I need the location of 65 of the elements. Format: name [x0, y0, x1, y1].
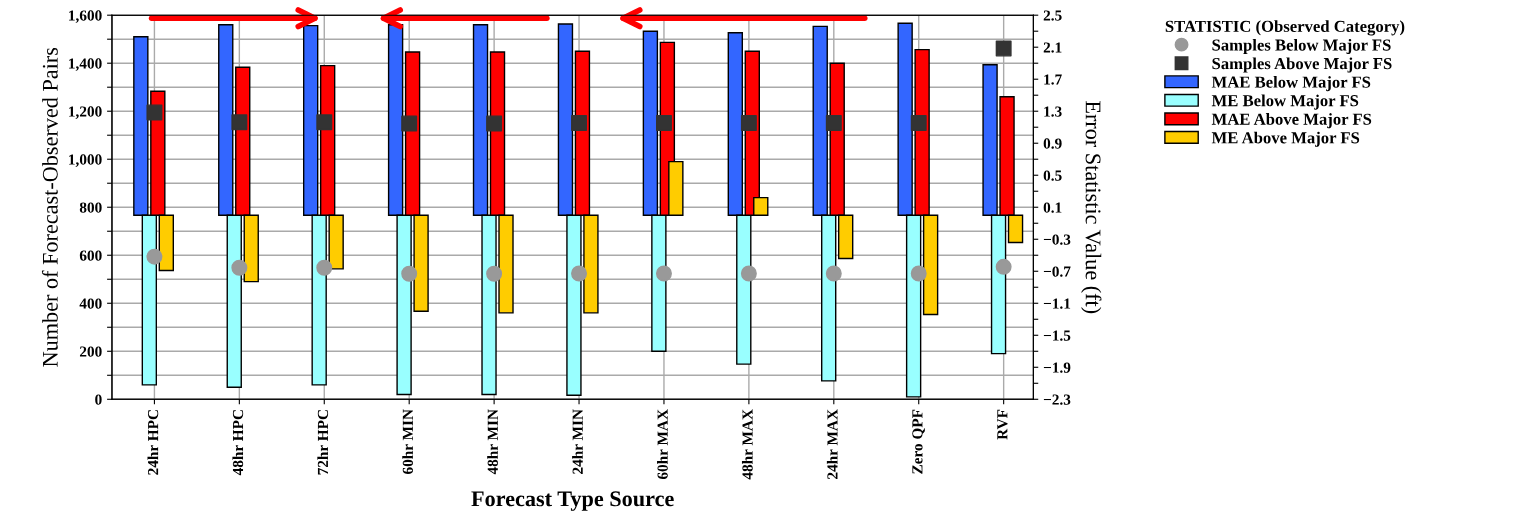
- y-tick-label: 1,600: [69, 10, 102, 23]
- point: [740, 265, 757, 282]
- legend-label: Samples Below Major FS: [1212, 38, 1391, 55]
- x-axis-title: Forecast Type Source: [471, 491, 674, 511]
- x-tick-label: 60hr MIN: [402, 409, 414, 474]
- legend-title: STATISTIC (Observed Category): [1165, 20, 1405, 36]
- point: [740, 115, 757, 131]
- point: [316, 114, 333, 131]
- y-tick-label: 800: [79, 202, 102, 213]
- y-tick-label: 1,000: [69, 154, 102, 167]
- y2-axis-title: Error Statistic Value (ft): [1081, 101, 1102, 314]
- y-tick-label: 600: [79, 250, 102, 261]
- y2-tick-label: 2.1: [1043, 42, 1062, 53]
- y2-tick-label: 0.9: [1043, 138, 1062, 149]
- y-tick-label: 0: [95, 394, 102, 405]
- y-axis-title: Number of Forecast-Observed Pairs: [41, 47, 58, 367]
- point: [231, 259, 248, 276]
- y-tick-label: 200: [79, 346, 102, 357]
- legend-label: Samples Above Major FS: [1212, 57, 1392, 73]
- point: [231, 114, 248, 131]
- y2-tick-label: −0.7: [1043, 266, 1071, 277]
- x-tick-label: 24hr MIN: [572, 409, 583, 474]
- x-tick-label: RVF: [997, 409, 1008, 440]
- y2-tick-label: 1.3: [1044, 106, 1062, 117]
- point: [486, 265, 503, 282]
- point: [995, 258, 1012, 275]
- x-tick-label: 72hr HPC: [317, 410, 329, 475]
- y2-tick-label: 2.5: [1043, 10, 1062, 21]
- legend-label: MAE Below Major FS: [1211, 76, 1371, 92]
- point: [910, 115, 927, 131]
- legend-label: MAE Above Major FS: [1211, 113, 1372, 129]
- point: [571, 115, 588, 131]
- point: [995, 40, 1012, 57]
- y2-tick-label: 0.5: [1043, 170, 1062, 181]
- point: [655, 265, 672, 282]
- x-tick-label: 60hr MAX: [657, 409, 668, 480]
- x-tick-label: 48hr HPC: [232, 410, 244, 476]
- point: [571, 265, 588, 282]
- legend-label: ME Above Major FS: [1211, 131, 1360, 147]
- x-tick-label: 48hr MAX: [741, 409, 753, 480]
- point: [825, 115, 842, 131]
- y2-tick-label: −1.5: [1043, 330, 1071, 341]
- point: [146, 248, 163, 265]
- y-tick-label: 1,200: [69, 106, 102, 119]
- y2-tick-label: −1.1: [1043, 298, 1071, 309]
- x-tick-label: Zero QPF: [912, 409, 925, 474]
- y2-tick-label: 1.7: [1044, 74, 1062, 85]
- x-tick-label: 48hr MIN: [487, 409, 498, 475]
- y2-tick-label: −1.9: [1043, 362, 1071, 373]
- x-tick-label: 24hr MAX: [826, 409, 838, 479]
- point: [316, 259, 333, 276]
- y2-tick-label: −2.3: [1043, 394, 1071, 405]
- y-tick-label: 1,400: [69, 58, 102, 71]
- point: [655, 115, 672, 131]
- y2-tick-label: −0.3: [1043, 234, 1071, 245]
- y2-tick-label: 0.1: [1043, 202, 1062, 213]
- y-tick-label: 400: [79, 298, 102, 309]
- point: [825, 265, 842, 282]
- point: [401, 265, 418, 282]
- point: [401, 115, 418, 132]
- legend-label: ME Below Major FS: [1211, 94, 1359, 110]
- point: [486, 115, 503, 132]
- point: [146, 104, 163, 121]
- x-tick-label: 24hr HPC: [147, 410, 159, 475]
- point: [910, 265, 927, 282]
